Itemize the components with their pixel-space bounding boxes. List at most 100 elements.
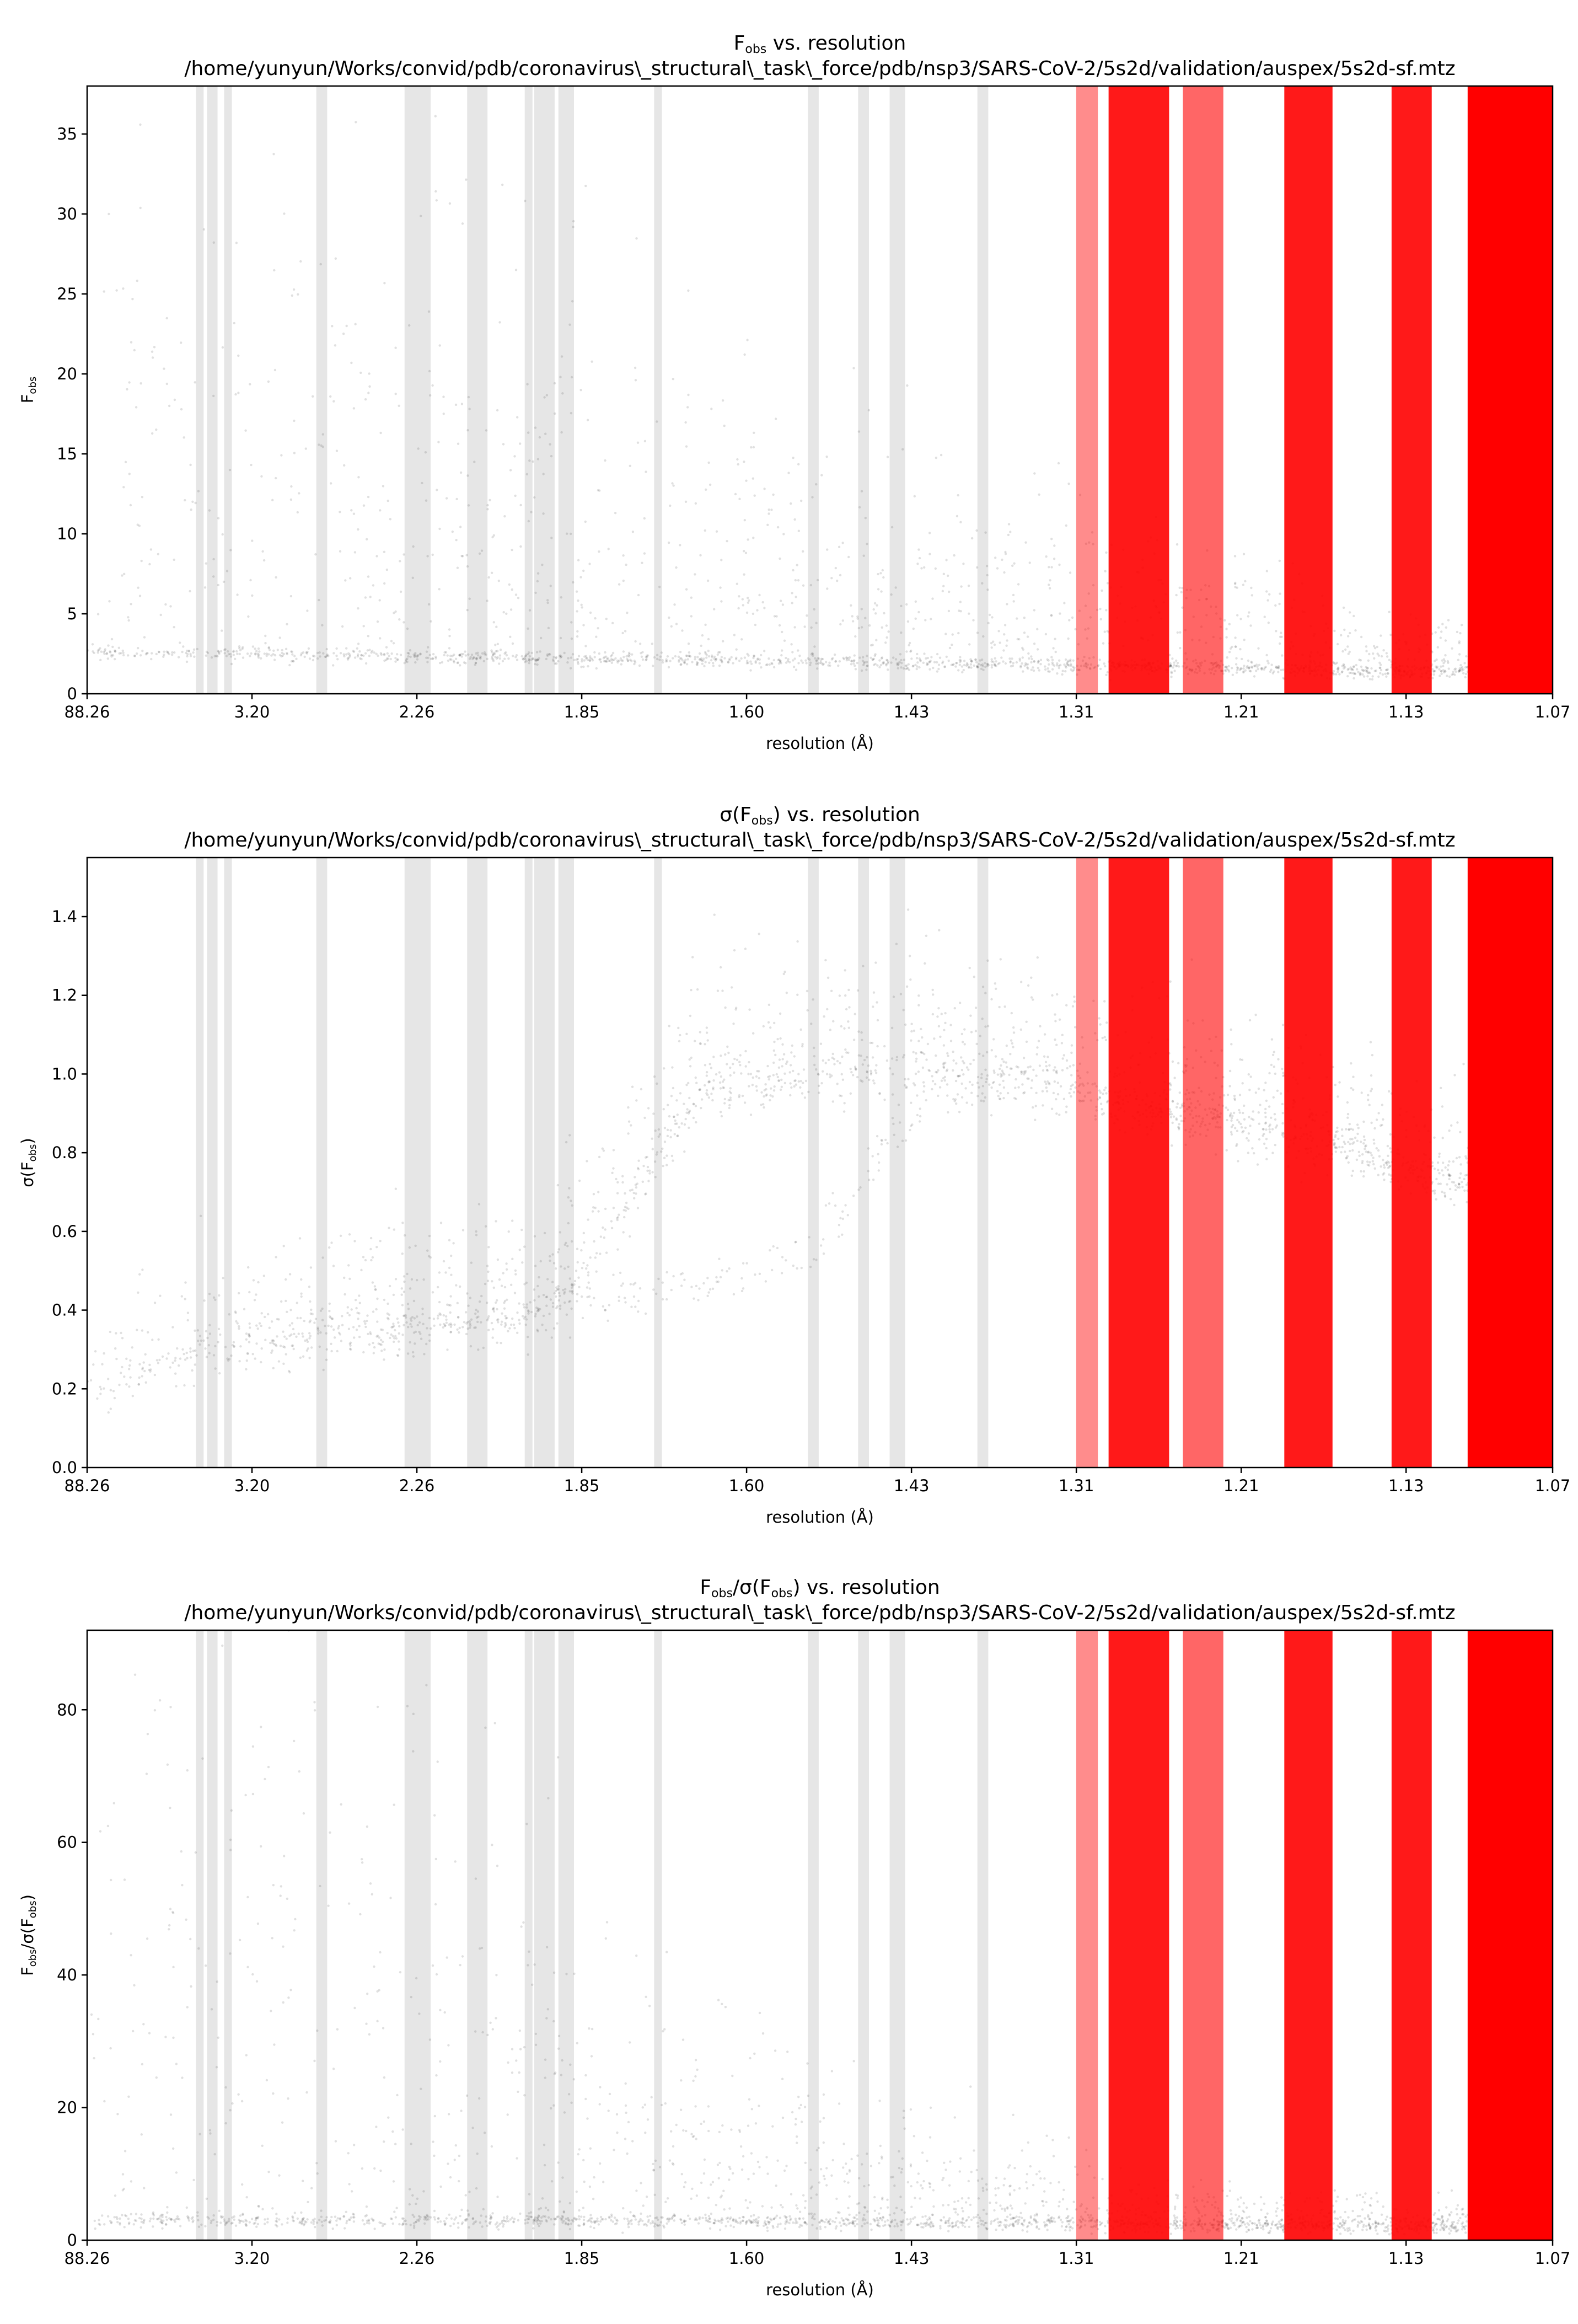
data-point [876, 664, 879, 667]
data-point [1448, 1174, 1451, 1177]
data-point [252, 1279, 255, 1282]
data-point [189, 1350, 192, 1353]
data-point [1387, 672, 1389, 675]
data-point [148, 1368, 151, 1372]
data-point [645, 656, 648, 659]
data-point [1169, 665, 1172, 668]
data-point [232, 650, 235, 654]
data-point [1238, 1094, 1242, 1096]
data-point [296, 1316, 299, 1320]
data-point [163, 650, 165, 653]
data-point [936, 652, 939, 656]
data-point [672, 1086, 675, 1090]
data-point [938, 1086, 942, 1089]
data-point [516, 658, 519, 661]
data-point [1252, 1110, 1254, 1113]
data-point [963, 1043, 966, 1046]
data-point [1177, 1062, 1180, 1065]
data-point [1023, 1091, 1026, 1094]
data-point [665, 658, 668, 661]
data-point [594, 1207, 597, 1209]
data-point [258, 1322, 261, 1325]
data-point [496, 656, 499, 659]
data-point [1099, 618, 1102, 621]
data-point [589, 655, 592, 658]
data-point [817, 1073, 820, 1075]
data-point [484, 1225, 487, 1228]
data-point [248, 1334, 250, 1336]
data-point [1437, 1182, 1440, 1185]
data-point [1433, 1192, 1436, 1195]
data-point [807, 1090, 810, 1094]
data-point [1235, 663, 1238, 666]
data-point [101, 1363, 104, 1366]
data-point [1346, 1113, 1350, 1116]
data-point [603, 660, 606, 663]
data-point [1227, 665, 1230, 668]
data-point [695, 663, 699, 666]
data-point [762, 1025, 765, 1028]
data-point [1048, 1083, 1051, 1086]
data-point [729, 1099, 732, 1101]
data-point [549, 653, 551, 656]
data-point [138, 1273, 141, 1276]
data-point [993, 662, 996, 666]
data-point [1435, 1198, 1437, 1201]
data-point [397, 1321, 400, 1324]
data-point [688, 654, 690, 657]
data-point [570, 532, 572, 536]
data-point [796, 1267, 798, 1270]
data-point [534, 1313, 537, 1315]
data-point [464, 1311, 468, 1314]
data-point [276, 649, 279, 651]
data-point [1085, 665, 1088, 668]
data-point [436, 489, 438, 491]
data-point [1048, 1081, 1051, 1085]
x-tick-label: 2.26 [399, 703, 435, 721]
data-point [458, 654, 461, 657]
data-point [1457, 1183, 1461, 1186]
data-point [1388, 658, 1391, 661]
data-point [1349, 611, 1351, 614]
data-point [139, 123, 142, 126]
data-point [492, 653, 495, 656]
data-point [1341, 1145, 1344, 1149]
data-point [144, 1381, 147, 1384]
data-point [838, 660, 841, 663]
data-point [825, 456, 828, 458]
data-point [534, 426, 537, 429]
data-point [1450, 1124, 1453, 1127]
data-point [267, 646, 270, 650]
data-point [818, 1091, 820, 1094]
data-point [969, 1062, 972, 1065]
data-point [1002, 649, 1005, 652]
data-point [604, 1309, 607, 1311]
data-point [614, 512, 617, 515]
data-point [553, 382, 556, 385]
data-point [205, 650, 208, 654]
data-point [110, 638, 114, 641]
data-point [527, 653, 530, 656]
data-point [1368, 678, 1371, 681]
data-point [890, 526, 894, 529]
data-point [986, 574, 989, 577]
data-point [165, 382, 168, 385]
data-point [270, 654, 273, 657]
data-point [878, 666, 881, 669]
data-point [241, 656, 245, 659]
data-point [1388, 1161, 1391, 1164]
data-point [619, 657, 622, 660]
data-point [899, 653, 902, 656]
data-point [1070, 664, 1072, 667]
data-point [942, 1062, 945, 1065]
data-point [194, 1349, 197, 1352]
data-point [1170, 672, 1173, 674]
data-point [597, 1191, 600, 1193]
data-point [1364, 1145, 1367, 1148]
data-point [1012, 1031, 1016, 1034]
data-point [1440, 672, 1443, 676]
data-point [356, 647, 358, 650]
data-point [497, 580, 500, 582]
data-point [1028, 561, 1031, 564]
data-point [647, 1180, 650, 1182]
